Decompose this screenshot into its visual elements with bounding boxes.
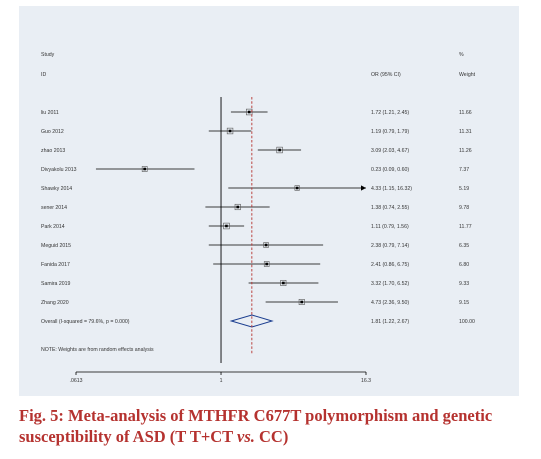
point-estimate <box>300 300 304 304</box>
study-label: Samira 2019 <box>41 281 71 287</box>
study-row: sener 2014 1.38 (0.74, 2.55) 9.78 <box>41 203 469 211</box>
pooled-diamond <box>229 314 274 328</box>
study-row: liu 2011 1.72 (1.21, 2.45) 11.66 <box>41 108 472 116</box>
study-label: zhao 2013 <box>41 148 65 154</box>
weight-box <box>298 299 305 305</box>
study-ci-text: 4.73 (2.36, 9.50) <box>371 300 409 306</box>
study-row: Fanida 2017 2.41 (0.86, 6.75) 6.80 <box>41 261 469 268</box>
study-weight: 9.78 <box>459 205 469 211</box>
point-estimate <box>236 205 240 209</box>
figure-caption: Fig. 5: Meta-analysis of MTHFR C677T pol… <box>19 405 524 447</box>
point-estimate <box>295 186 299 190</box>
study-label: Guo 2012 <box>41 129 64 135</box>
study-label: Divyakolu 2013 <box>41 167 77 173</box>
study-weight: 11.31 <box>459 129 472 135</box>
study-ci-text: 3.32 (1.70, 6.52) <box>371 281 409 287</box>
study-weight: 6.35 <box>459 243 469 249</box>
study-ci-text: 4.33 (1.15, 16.32) <box>371 186 412 192</box>
header-percent: % <box>459 52 464 58</box>
header-weight: Weight <box>459 72 476 78</box>
forest-plot: Study ID OR (95% CI)% Weight liu 2011 1.72 (… <box>41 52 476 384</box>
study-weight: 11.77 <box>459 224 472 230</box>
study-weight: 9.33 <box>459 281 469 287</box>
point-estimate <box>265 262 269 266</box>
study-ci-text: 1.19 (0.79, 1.79) <box>371 129 409 135</box>
study-label: Park 2014 <box>41 224 65 230</box>
study-ci-text: 2.41 (0.86, 6.75) <box>371 262 409 268</box>
point-estimate <box>264 243 268 247</box>
caption-vs: vs. <box>237 427 255 446</box>
header-study: Study <box>41 52 55 58</box>
study-ci-text: 1.38 (0.74, 2.55) <box>371 205 409 211</box>
weight-box <box>294 185 300 191</box>
study-row: Guo 2012 1.19 (0.79, 1.79) 11.31 <box>41 127 472 135</box>
weight-box <box>280 279 287 287</box>
weight-box <box>226 127 234 135</box>
x-tick-label: 1 <box>220 378 223 384</box>
overall-row: Overall (I-squared = 79.6%, p = 0.000) 1.… <box>41 314 475 328</box>
forest-plot-panel: Study ID OR (95% CI)% Weight liu 2011 1.72 (… <box>19 6 519 396</box>
point-estimate <box>225 224 228 228</box>
point-estimate <box>247 110 251 114</box>
ci-arrow <box>361 185 366 191</box>
overall-label: Overall (I-squared = 79.6%, p = 0.000) <box>41 319 130 325</box>
study-row: Divyakolu 2013 0.23 (0.09, 0.60) 7.37 <box>41 166 469 173</box>
header-id: ID <box>41 72 46 78</box>
study-row: Samira 2019 3.32 (1.70, 6.52) 9.33 <box>41 279 469 287</box>
study-weight: 6.80 <box>459 262 469 268</box>
study-label: Meguid 2015 <box>41 243 71 249</box>
study-row: Park 2014 1.11 (0.79, 1.56) 11.77 <box>41 222 472 230</box>
study-ci-text: 1.72 (1.21, 2.45) <box>371 110 409 116</box>
caption-text-part-1: Meta-analysis of MTHFR C677T polymorphis… <box>19 406 493 446</box>
study-ci-text: 1.11 (0.79, 1.56) <box>371 224 409 230</box>
study-label: Zhang 2020 <box>41 300 69 306</box>
study-row: Shawky 2014 4.33 (1.15, 16.32) 5.19 <box>41 185 469 192</box>
study-label: liu 2011 <box>41 110 59 116</box>
weights-note: NOTE: Weights are from random effects an… <box>41 347 154 353</box>
x-tick-label: 16.3 <box>361 378 371 384</box>
header-effect: OR (95% CI) <box>371 72 401 78</box>
point-estimate <box>143 167 146 171</box>
study-weight: 9.15 <box>459 300 469 306</box>
study-label: Fanida 2017 <box>41 262 70 268</box>
study-ci-text: 2.38 (0.79, 7.14) <box>371 243 409 249</box>
x-tick-label: .0613 <box>70 378 83 384</box>
point-estimate <box>278 148 281 152</box>
caption-figure-label: Fig. 5: <box>19 406 64 425</box>
weight-box <box>141 166 148 172</box>
study-weight: 11.66 <box>459 110 472 116</box>
weight-box <box>276 146 283 154</box>
point-estimate <box>228 129 232 133</box>
study-ci-text: 3.09 (2.03, 4.67) <box>371 148 409 154</box>
study-ci-text: 0.23 (0.09, 0.60) <box>371 167 409 173</box>
study-weight: 7.37 <box>459 167 469 173</box>
weight-box <box>263 242 269 248</box>
study-label: Shawky 2014 <box>41 186 72 192</box>
study-row: Zhang 2020 4.73 (2.36, 9.50) 9.15 <box>41 299 469 306</box>
study-label: sener 2014 <box>41 205 67 211</box>
weight-box <box>223 222 230 230</box>
weight-box <box>263 261 270 267</box>
overall-weight: 100.00 <box>459 319 475 325</box>
study-row: Meguid 2015 2.38 (0.79, 7.14) 6.35 <box>41 242 469 249</box>
study-weight: 11.26 <box>459 148 472 154</box>
caption-text-part-2: CC) <box>254 427 289 446</box>
study-row: zhao 2013 3.09 (2.03, 4.67) 11.26 <box>41 146 472 154</box>
point-estimate <box>282 281 285 285</box>
overall-ci-text: 1.81 (1.22, 2.67) <box>371 319 409 325</box>
study-weight: 5.19 <box>459 186 469 192</box>
weight-box <box>234 203 241 211</box>
